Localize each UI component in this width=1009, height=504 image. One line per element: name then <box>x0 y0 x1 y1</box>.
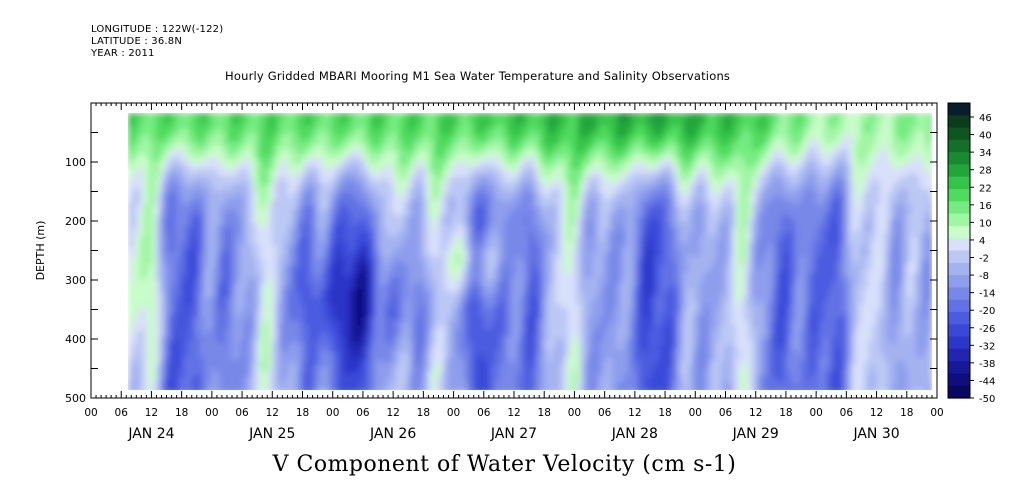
x-tick-label: 06 <box>235 407 249 419</box>
x-tick-label: 06 <box>115 407 129 419</box>
colorbar-swatch <box>948 127 970 141</box>
y-tick-label: 100 <box>65 156 86 169</box>
y-tick-label: 500 <box>65 392 86 405</box>
colorbar-label: 34 <box>979 148 992 159</box>
x-tick-label: 12 <box>749 407 762 419</box>
colorbar-swatch <box>948 361 970 375</box>
colorbar-swatch <box>948 275 970 288</box>
x-tick-label: 06 <box>356 407 370 419</box>
x-tick-label: 18 <box>658 407 671 419</box>
longitude-label: LONGITUDE : 122W(-122) <box>91 24 224 35</box>
colorbar-swatch <box>948 189 970 202</box>
year-label: YEAR : 2011 <box>91 48 155 59</box>
colorbar-swatch <box>948 213 970 227</box>
x-day-label: JAN 26 <box>369 426 416 442</box>
x-tick-label: 00 <box>84 407 97 419</box>
colorbar-swatch <box>948 336 970 350</box>
colorbar-swatch <box>948 152 970 166</box>
y-axis-title: DEPTH (m) <box>34 221 47 281</box>
x-tick-label: 18 <box>296 407 309 419</box>
colorbar-label: -32 <box>979 341 995 352</box>
x-tick-label: 06 <box>598 407 612 419</box>
x-tick-label: 18 <box>900 407 913 419</box>
colorbar-frame <box>947 102 971 399</box>
colorbar-label: 10 <box>979 218 992 229</box>
colorbar-label: -44 <box>979 376 995 387</box>
x-tick-label: 12 <box>386 407 399 419</box>
x-day-label: JAN 27 <box>490 426 537 442</box>
x-tick-label: 18 <box>779 407 792 419</box>
x-tick-label: 12 <box>870 407 883 419</box>
x-tick-label: 18 <box>538 407 551 419</box>
colorbar-swatch <box>948 373 970 387</box>
colorbar-swatch <box>948 324 970 338</box>
colorbar-swatch <box>948 238 970 252</box>
colorbar-label: -20 <box>979 306 995 317</box>
x-day-label: JAN 28 <box>611 426 658 442</box>
colorbar-swatch <box>948 262 970 276</box>
colorbar-swatch <box>948 348 970 362</box>
colorbar-label: -50 <box>979 394 995 405</box>
colorbar-swatch <box>948 201 970 215</box>
colorbar-label: -8 <box>979 271 989 282</box>
colorbar-swatch <box>948 311 970 325</box>
colorbar-label: 22 <box>979 183 992 194</box>
colorbar-label: -38 <box>979 359 995 370</box>
x-tick-label: 00 <box>205 407 218 419</box>
x-day-label: JAN 24 <box>127 426 174 442</box>
colorbar-label: -14 <box>979 289 995 300</box>
colorbar-label: 28 <box>979 166 992 177</box>
colorbar-label: -2 <box>979 254 989 265</box>
x-tick-label: 00 <box>447 407 460 419</box>
plot-title: Hourly Gridded MBARI Mooring M1 Sea Wate… <box>225 69 731 83</box>
colorbar: 46 40 34 28 22 16 10 4 -2 -8 -14 -20 -26 -32 -38 -44 -50 <box>947 102 995 405</box>
x-tick-label: 18 <box>175 407 188 419</box>
colorbar-label: 4 <box>979 236 985 247</box>
latitude-label: LATITUDE : 36.8N <box>91 36 183 47</box>
x-day-label: JAN 29 <box>732 426 779 442</box>
x-tick-label: 06 <box>840 407 854 419</box>
y-tick-label: 200 <box>65 215 86 228</box>
colorbar-swatch <box>948 115 970 129</box>
colorbar-label: 40 <box>979 131 992 142</box>
colorbar-swatch <box>948 287 970 301</box>
x-tick-label: 12 <box>628 407 641 419</box>
x-tick-label: 00 <box>930 407 943 419</box>
y-tick-label: 300 <box>65 274 86 287</box>
x-day-label: JAN 30 <box>852 426 899 442</box>
colorbar-swatch <box>948 139 970 153</box>
x-day-label: JAN 25 <box>248 426 295 442</box>
velocity-field <box>128 113 932 390</box>
colorbar-swatch <box>948 250 970 264</box>
colorbar-label: 46 <box>979 113 992 124</box>
x-tick-label: 00 <box>568 407 581 419</box>
x-tick-label: 00 <box>809 407 822 419</box>
colorbar-swatch <box>948 385 970 399</box>
x-tick-label: 00 <box>326 407 339 419</box>
x-tick-label: 12 <box>507 407 520 419</box>
colorbar-swatch <box>948 103 970 116</box>
x-tick-label: 06 <box>477 407 491 419</box>
x-tick-label: 06 <box>719 407 733 419</box>
x-tick-label: 12 <box>266 407 279 419</box>
y-tick-label: 400 <box>65 333 86 346</box>
colorbar-label: 16 <box>979 201 992 212</box>
x-tick-label: 00 <box>689 407 702 419</box>
x-axis-title: V Component of Water Velocity (cm s-1) <box>272 452 737 477</box>
x-tick-label: 18 <box>417 407 430 419</box>
x-tick-label: 12 <box>145 407 158 419</box>
colorbar-swatch <box>948 225 970 239</box>
colorbar-swatch <box>948 164 970 178</box>
colorbar-label: -26 <box>979 324 995 335</box>
colorbar-swatch <box>948 299 970 313</box>
colorbar-swatch <box>948 176 970 190</box>
